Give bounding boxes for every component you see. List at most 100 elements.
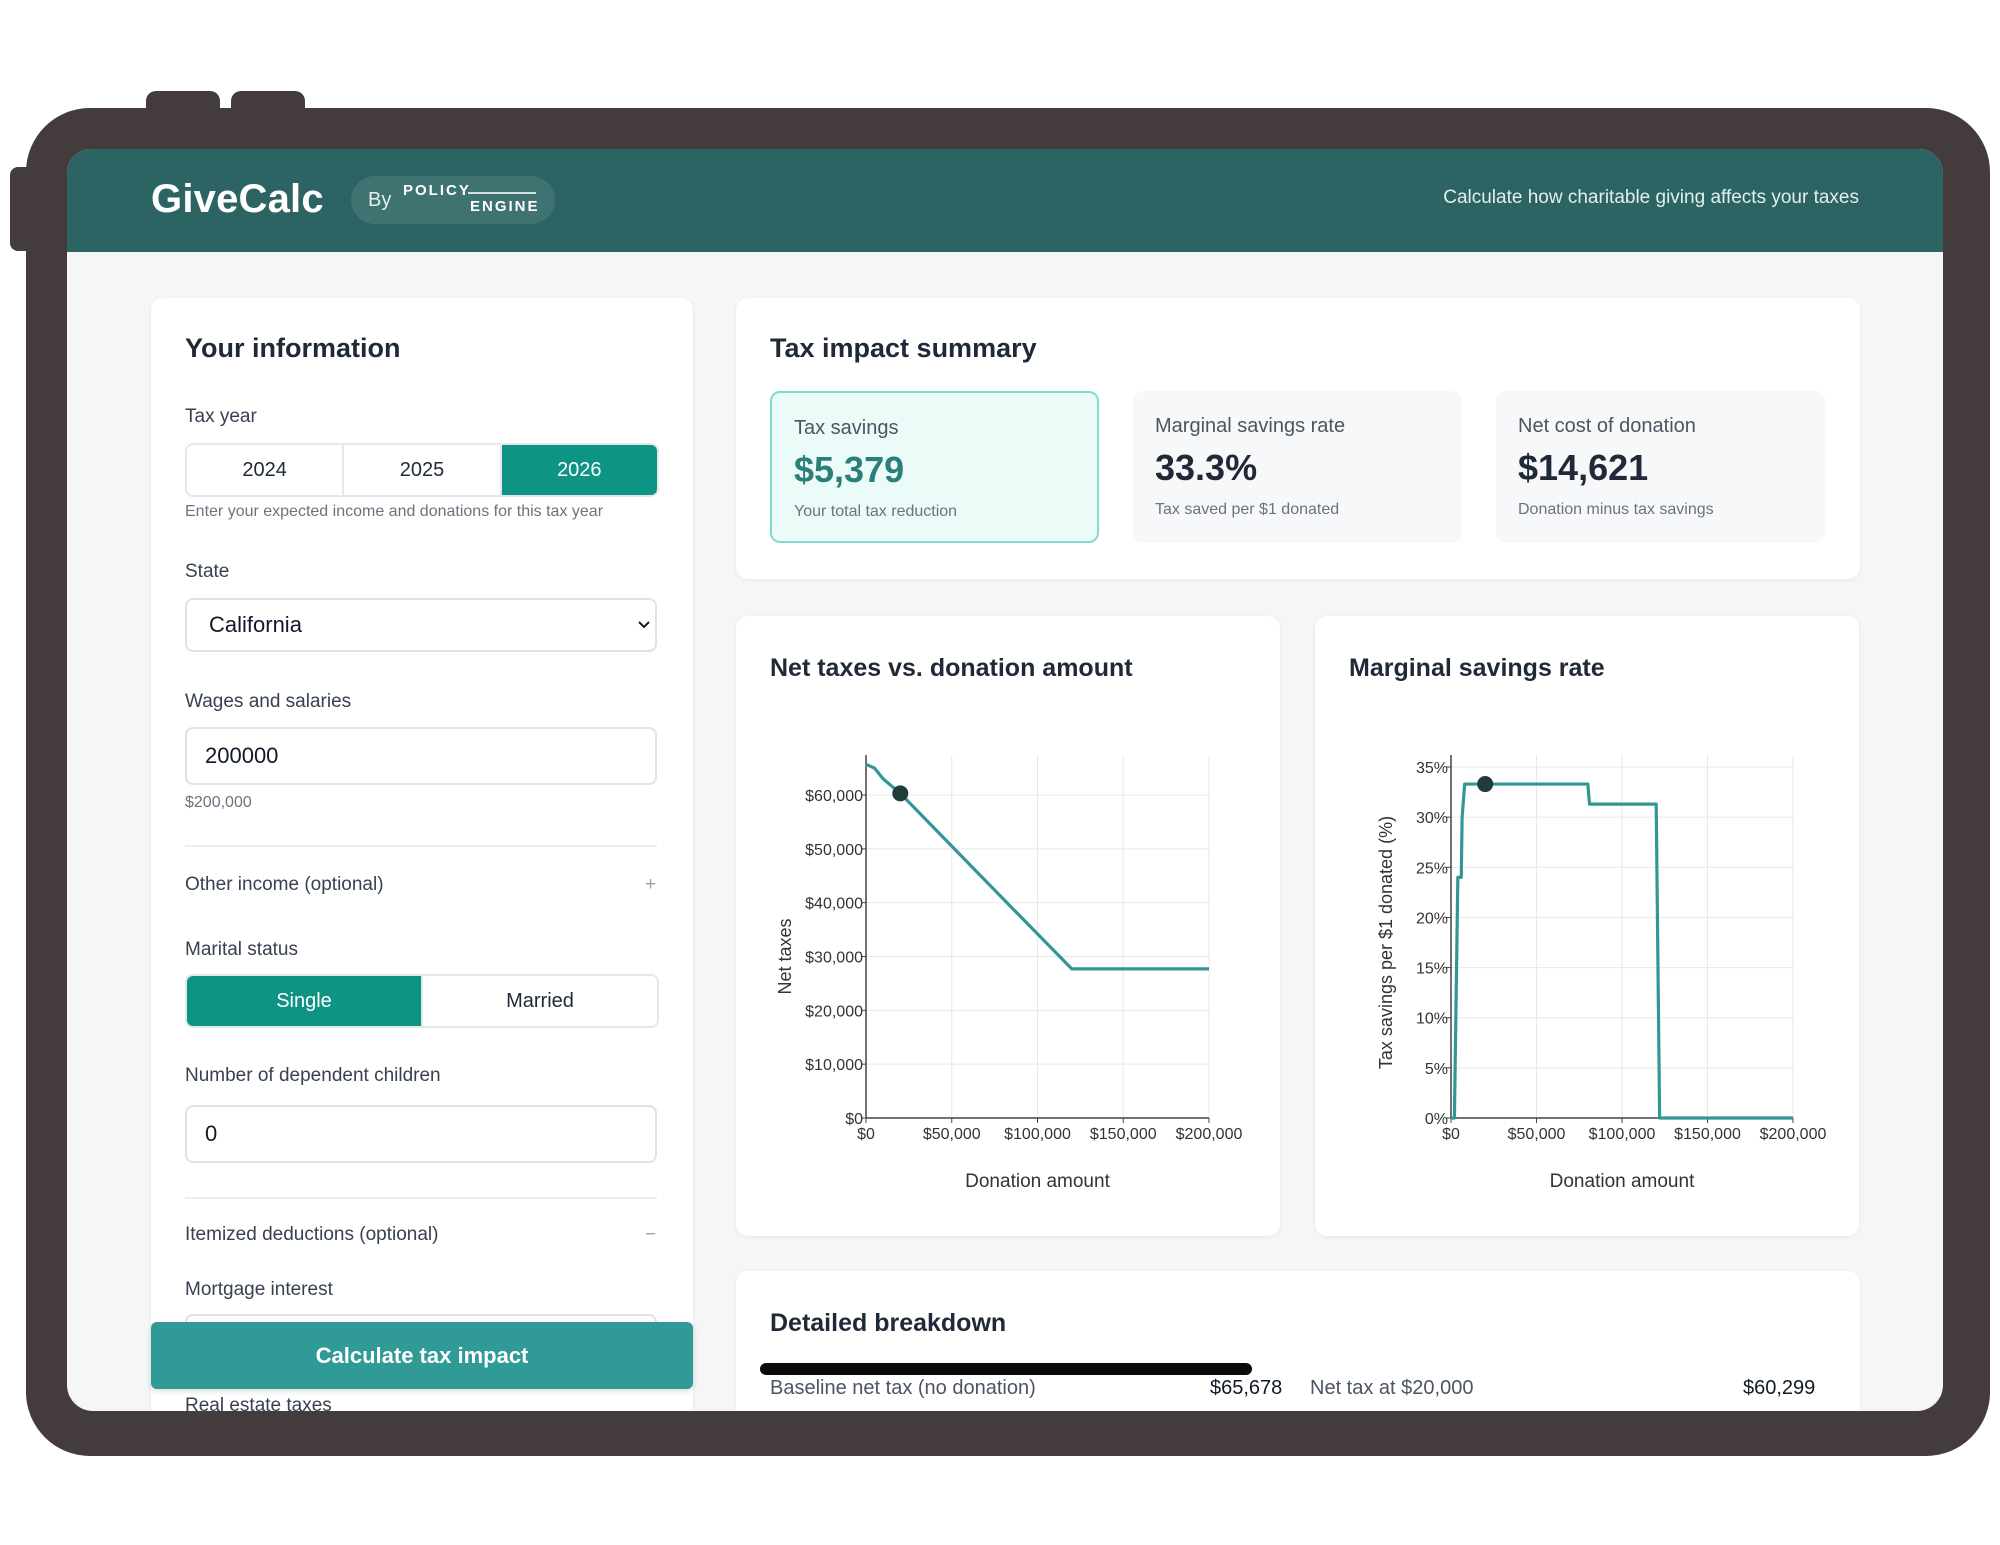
current-donation-point xyxy=(892,785,909,802)
net-at-value: $60,299 xyxy=(1743,1377,1816,1399)
metric-subtitle: Your total tax reduction xyxy=(794,503,958,520)
y-tick-label: $60,000 xyxy=(805,788,863,805)
y-tick-label: 5% xyxy=(1425,1061,1448,1078)
x-tick-label: $100,000 xyxy=(1589,1126,1656,1143)
marginal-rate-chart-card: Marginal savings rate $0 $50,000 $100,000 $… xyxy=(1315,616,1859,1236)
children-input[interactable]: 0 xyxy=(185,1105,657,1163)
baseline-label: Baseline net tax (no donation) xyxy=(770,1377,1036,1399)
series-line xyxy=(865,762,1209,971)
metric-subtitle: Tax saved per $1 donated xyxy=(1155,501,1340,518)
chart-title: Net taxes vs. donation amount xyxy=(770,654,1133,682)
givecalc-logo[interactable]: GiveCalc xyxy=(151,177,324,221)
tax-year-2026[interactable]: 2026 xyxy=(499,445,657,495)
app-header: GiveCalc By POLICY ENGINE Calculate how … xyxy=(67,149,1943,252)
x-tick-label: $200,000 xyxy=(1760,1126,1827,1143)
y-tick-label: $20,000 xyxy=(805,1003,863,1020)
y-tick-label: 10% xyxy=(1416,1011,1448,1028)
scroll-indicator[interactable] xyxy=(760,1363,1252,1375)
tax-year-2025[interactable]: 2025 xyxy=(342,445,499,495)
tax-year-label: Tax year xyxy=(185,406,257,427)
y-tick-label: 35% xyxy=(1416,760,1448,777)
x-axis-label: Donation amount xyxy=(1550,1171,1695,1192)
wages-input[interactable]: 200000 xyxy=(185,727,657,785)
metric-title: Marginal savings rate xyxy=(1155,415,1346,437)
series-line xyxy=(1451,782,1793,1120)
marital-status-label: Marital status xyxy=(185,939,298,960)
minus-icon[interactable]: − xyxy=(645,1224,657,1245)
x-tick-label: $150,000 xyxy=(1090,1126,1157,1143)
y-tick-label: 0% xyxy=(1425,1111,1448,1128)
y-axis-label: Tax savings per $1 donated (%) xyxy=(1376,816,1396,1069)
x-tick-label: $50,000 xyxy=(1508,1126,1566,1143)
metric-value: $14,621 xyxy=(1518,447,1649,488)
y-axis-label: Net taxes xyxy=(775,918,795,994)
x-tick-label: $200,000 xyxy=(1176,1126,1243,1143)
wages-value: 200000 xyxy=(205,743,279,768)
current-donation-point xyxy=(1477,776,1494,793)
other-income-toggle[interactable]: Other income (optional) xyxy=(185,874,384,895)
metric-subtitle: Donation minus tax savings xyxy=(1518,501,1714,518)
y-tick-label: $0 xyxy=(845,1111,863,1128)
policyengine-logo-line xyxy=(468,192,536,194)
net-taxes-chart[interactable]: $0 $50,000 $100,000 $150,000 $200,000 $0 $10,0… xyxy=(736,616,1280,1236)
divider xyxy=(185,845,657,847)
net-taxes-chart-card: Net taxes vs. donation amount $0 $50,000 $… xyxy=(736,616,1280,1236)
y-tick-label: 30% xyxy=(1416,810,1448,827)
metric-title: Net cost of donation xyxy=(1518,415,1696,437)
y-tick-label: 15% xyxy=(1416,961,1448,978)
tax-year-hint: Enter your expected income and donations… xyxy=(185,503,604,520)
marital-single[interactable]: Single xyxy=(187,976,421,1026)
by-label: By xyxy=(368,189,392,211)
y-tick-label: 20% xyxy=(1416,910,1448,927)
y-tick-label: $30,000 xyxy=(805,950,863,967)
wages-formatted: $200,000 xyxy=(185,794,252,811)
x-tick-label: $0 xyxy=(857,1126,875,1143)
children-value: 0 xyxy=(205,1121,218,1146)
state-select[interactable]: California xyxy=(185,598,657,652)
wages-label: Wages and salaries xyxy=(185,691,352,712)
panel-title: Your information xyxy=(185,333,401,363)
metric-title: Tax savings xyxy=(794,417,899,439)
net-cost-card: Net cost of donation $14,621 Donation mi… xyxy=(1496,391,1825,543)
header-tagline: Calculate how charitable giving affects … xyxy=(1443,187,1859,208)
mortgage-label: Mortgage interest xyxy=(185,1279,333,1300)
marginal-rate-card: Marginal savings rate 33.3% Tax saved pe… xyxy=(1133,391,1462,543)
net-at-label: Net tax at $20,000 xyxy=(1310,1377,1474,1399)
tax-savings-card: Tax savings $5,379 Your total tax reduct… xyxy=(770,391,1099,543)
calculate-button[interactable]: Calculate tax impact xyxy=(151,1322,693,1389)
itemized-deductions-toggle[interactable]: Itemized deductions (optional) xyxy=(185,1224,439,1245)
y-tick-label: 25% xyxy=(1416,860,1448,877)
tax-year-2024[interactable]: 2024 xyxy=(242,459,287,481)
x-tick-label: $100,000 xyxy=(1004,1126,1071,1143)
baseline-value: $65,678 xyxy=(1210,1377,1283,1399)
divider xyxy=(185,1197,657,1199)
detailed-breakdown: Detailed breakdown Baseline net tax (no … xyxy=(736,1271,1860,1411)
app-screen: GiveCalc By POLICY ENGINE Calculate how … xyxy=(67,149,1943,1411)
policyengine-badge[interactable]: By POLICY ENGINE xyxy=(351,176,555,224)
chevron-down-icon xyxy=(638,621,650,629)
children-label: Number of dependent children xyxy=(185,1065,441,1086)
policyengine-logo-policy: POLICY xyxy=(403,182,471,199)
marginal-rate-chart[interactable]: $0 $50,000 $100,000 $150,000 $200,000 0% 5% 10%… xyxy=(1315,616,1859,1236)
y-tick-label: $50,000 xyxy=(805,842,863,859)
x-axis-label: Donation amount xyxy=(965,1171,1110,1192)
state-label: State xyxy=(185,561,230,582)
plus-icon[interactable]: + xyxy=(645,874,657,895)
policyengine-logo-engine: ENGINE xyxy=(470,198,540,215)
y-tick-label: $40,000 xyxy=(805,896,863,913)
breakdown-title: Detailed breakdown xyxy=(770,1309,1007,1337)
x-tick-label: $0 xyxy=(1442,1126,1460,1143)
tax-impact-summary: Tax impact summary Tax savings $5,379 Yo… xyxy=(736,298,1860,579)
metric-value: $5,379 xyxy=(794,449,905,490)
metric-value: 33.3% xyxy=(1155,447,1258,488)
real-estate-label: Real estate taxes xyxy=(185,1395,332,1411)
x-tick-label: $50,000 xyxy=(923,1126,981,1143)
chart-title: Marginal savings rate xyxy=(1349,654,1605,682)
state-value: California xyxy=(209,612,302,637)
y-tick-label: $10,000 xyxy=(805,1057,863,1074)
x-tick-label: $150,000 xyxy=(1674,1126,1741,1143)
tax-year-selector: 2024 2025 2026 xyxy=(185,443,659,497)
marital-status-selector: Single Married xyxy=(185,974,659,1028)
summary-title: Tax impact summary xyxy=(770,333,1037,363)
marital-married[interactable]: Married xyxy=(421,976,657,1026)
